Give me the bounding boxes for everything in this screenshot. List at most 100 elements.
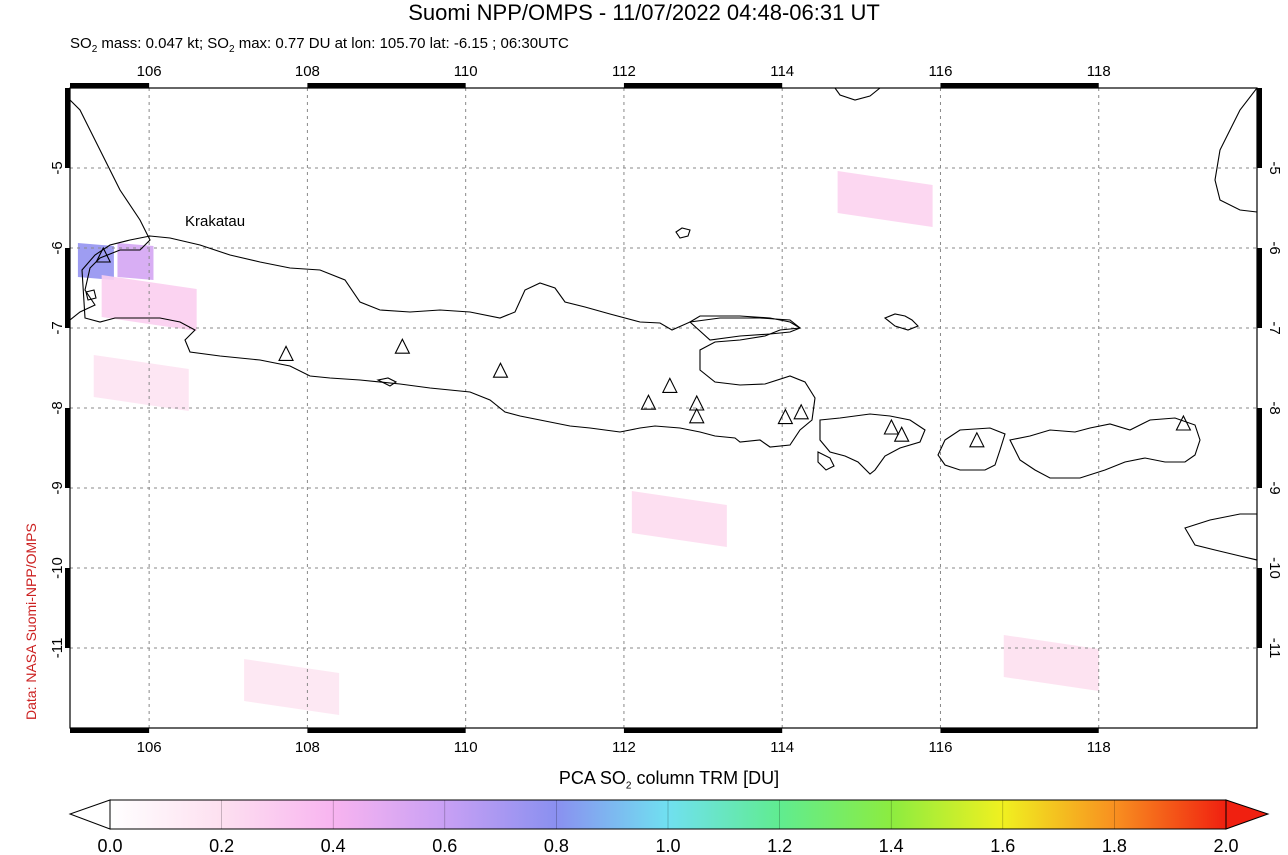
lon-tick-label-top: 116	[929, 63, 953, 80]
colorbar-label: PCA SO2 column TRM [DU]	[0, 768, 1288, 792]
lat-tick-label-left: -5	[49, 161, 66, 174]
lon-tick-label-bottom: 114	[770, 739, 794, 756]
lon-tick-label-top: 106	[137, 63, 162, 80]
colorbar-label-suffix: column TRM [DU]	[631, 768, 780, 788]
summary-sub: 2	[91, 44, 98, 55]
bawean-coastline	[675, 227, 691, 239]
lat-tick-label-left: -7	[49, 321, 66, 334]
summary-prefix: SO	[70, 35, 92, 52]
colorbar: 0.0 0.2 0.4 0.6 0.8 1.0 1.2 1.4 1.6 1.8 2.0	[68, 799, 1270, 855]
frame-bar-top	[70, 83, 150, 88]
volcano-marker	[661, 377, 678, 393]
volcano-marker	[777, 408, 794, 425]
colorbar-label-prefix: PCA SO	[558, 768, 626, 788]
lat-tick-label-left: -9	[49, 481, 66, 494]
so2-pixel	[101, 275, 197, 331]
volcano-marker	[640, 393, 657, 410]
lon-tick-label-top: 108	[295, 63, 320, 80]
volcano-marker	[95, 246, 112, 263]
lat-lon-grid	[70, 88, 1257, 728]
lombok-coastline	[937, 427, 1006, 471]
frame-bar-left	[65, 248, 70, 328]
colorbar-tick-label: 1.8	[1102, 836, 1127, 855]
frame-bar-left	[65, 408, 70, 488]
sumbawa-coastline	[1009, 417, 1201, 479]
frame-bar-right	[1257, 248, 1262, 328]
lat-tick-label-left: -6	[49, 241, 66, 254]
lon-tick-label-bottom: 112	[612, 739, 636, 756]
lat-tick-label-right: -10	[1266, 557, 1283, 579]
colorbar-tick-label: 0.8	[544, 836, 569, 855]
frame-bar-bottom	[70, 728, 150, 733]
colorbar-tick-label: 1.4	[879, 836, 904, 855]
frame-bar-left	[65, 88, 70, 168]
sumba-coastline	[1184, 513, 1257, 561]
frame-bar-top	[307, 83, 466, 88]
colorbar-tick-label: 1.6	[990, 836, 1015, 855]
lon-tick-label-top: 112	[612, 63, 636, 80]
lat-tick-label-right: -9	[1266, 481, 1283, 494]
frame-bar-bottom	[940, 728, 1099, 733]
so2-pixel	[837, 171, 933, 227]
karimunjawa-coastline	[376, 377, 398, 387]
frame-bar-top	[940, 83, 1099, 88]
so2-pixel	[244, 659, 340, 715]
lat-tick-label-right: -7	[1266, 321, 1283, 334]
volcano-markers	[95, 246, 1192, 448]
frame-bar-bottom	[623, 728, 783, 733]
volcano-marker	[688, 407, 705, 424]
lat-tick-label-left: -10	[49, 557, 66, 579]
so2-pixel	[117, 243, 154, 280]
summary-mass: mass: 0.047 kt; SO	[97, 35, 229, 52]
frame-bar-right	[1257, 408, 1262, 488]
volcano-marker	[394, 337, 411, 354]
summary-sub2: 2	[228, 44, 235, 55]
colorbar-tick-label: 2.0	[1213, 836, 1238, 855]
coastlines	[70, 88, 1257, 561]
lon-tick-label-bottom: 118	[1087, 739, 1111, 756]
bali-coastline	[819, 413, 926, 475]
frame-bar-right	[1257, 568, 1262, 648]
lat-tick-label-right: -6	[1266, 241, 1283, 254]
colorbar-under-arrow	[68, 799, 111, 830]
frame-bar-left	[65, 568, 70, 648]
colorbar-tick-label: 1.0	[655, 836, 680, 855]
volcano-marker	[968, 431, 985, 448]
lon-tick-label-top: 118	[1087, 63, 1111, 80]
lat-tick-label-right: -11	[1266, 638, 1283, 659]
lon-tick-label-top: 110	[454, 63, 478, 80]
sulawesi-coastline	[1214, 88, 1257, 213]
colorbar-tick-label: 0.6	[432, 836, 457, 855]
madura-coastline	[689, 315, 802, 341]
nusa-penida-coastline	[817, 451, 835, 471]
axis-ticks: 106 106 108 108 110 110 112 112 114 114 116 116 118 1…	[49, 63, 1283, 756]
lat-tick-label-right: -5	[1266, 161, 1283, 174]
lon-tick-label-bottom: 106	[137, 739, 162, 756]
map-frame-bars	[65, 83, 1262, 733]
map-title: Suomi NPP/OMPS - 11/07/2022 04:48-06:31 …	[408, 0, 880, 25]
kangean-coastline	[883, 313, 919, 331]
lon-tick-label-bottom: 110	[454, 739, 478, 756]
colorbar-label-sub: 2	[625, 780, 632, 792]
lon-tick-label-bottom: 116	[929, 739, 953, 756]
lat-tick-label-left: -8	[49, 401, 66, 414]
colorbar-over-arrow	[1225, 799, 1270, 830]
volcano-marker	[893, 425, 910, 442]
sumatra-coastline	[70, 99, 151, 321]
krakatau-label: Krakatau	[185, 213, 245, 230]
so2-pixel	[631, 491, 727, 547]
panaitan-coastline	[85, 289, 97, 301]
lon-tick-label-top: 114	[770, 63, 794, 80]
volcano-marker	[278, 345, 294, 361]
so2-summary: SO2 mass: 0.047 kt; SO2 max: 0.77 DU at …	[70, 35, 569, 59]
frame-bar-bottom	[307, 728, 466, 733]
lat-tick-label-right: -8	[1266, 401, 1283, 414]
colorbar-ticks: 0.0 0.2 0.4 0.6 0.8 1.0 1.2 1.4 1.6 1.8 2.0	[97, 800, 1239, 855]
volcano-marker	[793, 403, 810, 420]
java-coastline	[81, 235, 816, 448]
so2-pixels	[77, 171, 1099, 715]
colorbar-tick-label: 1.2	[767, 836, 792, 855]
frame-bar-right	[1257, 88, 1262, 168]
frame-bar-top	[623, 83, 783, 88]
